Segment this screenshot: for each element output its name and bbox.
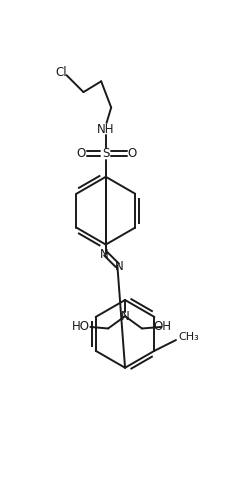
Text: N: N bbox=[100, 248, 109, 261]
Text: CH₃: CH₃ bbox=[178, 332, 199, 342]
Text: O: O bbox=[77, 147, 86, 160]
Text: HO: HO bbox=[71, 320, 89, 334]
Text: S: S bbox=[102, 147, 110, 160]
Text: Cl: Cl bbox=[56, 66, 67, 79]
Text: OH: OH bbox=[153, 320, 171, 334]
Text: N: N bbox=[121, 310, 129, 323]
Text: O: O bbox=[127, 147, 137, 160]
Text: N: N bbox=[114, 259, 123, 272]
Text: NH: NH bbox=[97, 123, 114, 135]
